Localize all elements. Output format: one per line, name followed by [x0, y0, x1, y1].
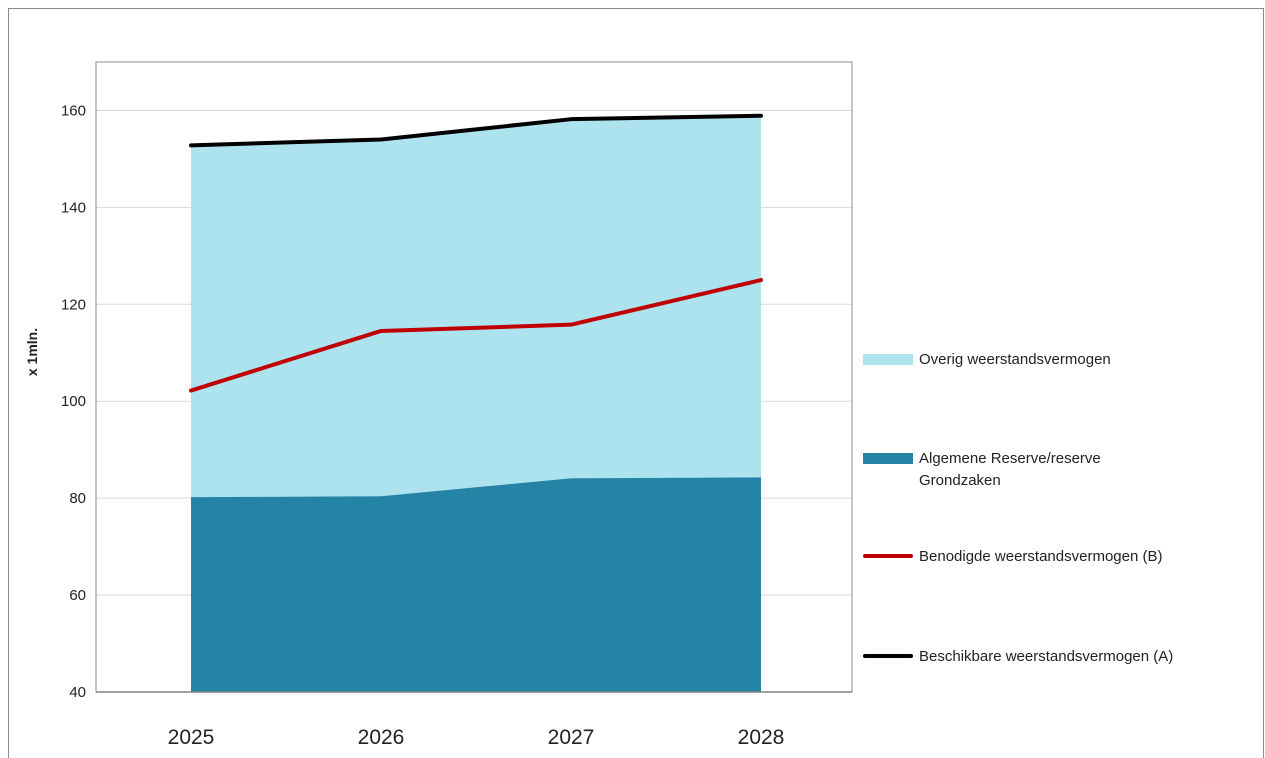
- legend-label-beschikbare: Beschikbare weerstandsvermogen (A): [919, 648, 1174, 665]
- x-tick-label: 2028: [738, 726, 785, 749]
- y-tick-label: 60: [69, 587, 86, 604]
- x-tick-label: 2026: [358, 726, 405, 749]
- legend-swatch-beschikbare: [863, 654, 913, 658]
- y-axis-label: x 1mln.: [24, 328, 40, 376]
- legend-item-overig[interactable]: Overig weerstandsvermogen: [863, 349, 1249, 371]
- line-beschikbare-weerstandsvermogen: [189, 113, 763, 148]
- area-overig-weerstandsvermogen: [191, 115, 761, 498]
- legend-swatch-algemene-reserve: [863, 453, 913, 464]
- legend-item-beschikbare[interactable]: Beschikbare weerstandsvermogen (A): [863, 646, 1229, 668]
- y-tick-label: 160: [61, 102, 86, 119]
- x-tick-label: 2027: [548, 726, 595, 749]
- y-tick-label: 40: [69, 684, 86, 701]
- legend-swatch-benodigde: [863, 554, 913, 558]
- chart-frame: [8, 8, 1264, 758]
- legend-item-algemene-reserve[interactable]: Algemene Reserve/reserve Grondzaken: [863, 448, 1169, 492]
- legend-label-algemene-reserve: Algemene Reserve/reserve Grondzaken: [919, 450, 1101, 489]
- y-tick-label: 80: [69, 490, 86, 507]
- y-tick-label: 140: [61, 199, 86, 216]
- y-tick-label: 120: [61, 296, 86, 313]
- legend-item-benodigde[interactable]: Benodigde weerstandsvermogen (B): [863, 546, 1219, 568]
- y-tick-label: 100: [61, 393, 86, 410]
- x-tick-label: 2025: [168, 726, 215, 749]
- area-algemene-reserve: [191, 477, 761, 692]
- line-benodigde-weerstandsvermogen: [189, 278, 763, 393]
- legend-label-benodigde: Benodigde weerstandsvermogen (B): [919, 548, 1163, 565]
- legend-swatch-overig: [863, 354, 913, 365]
- legend-label-overig: Overig weerstandsvermogen: [919, 351, 1111, 368]
